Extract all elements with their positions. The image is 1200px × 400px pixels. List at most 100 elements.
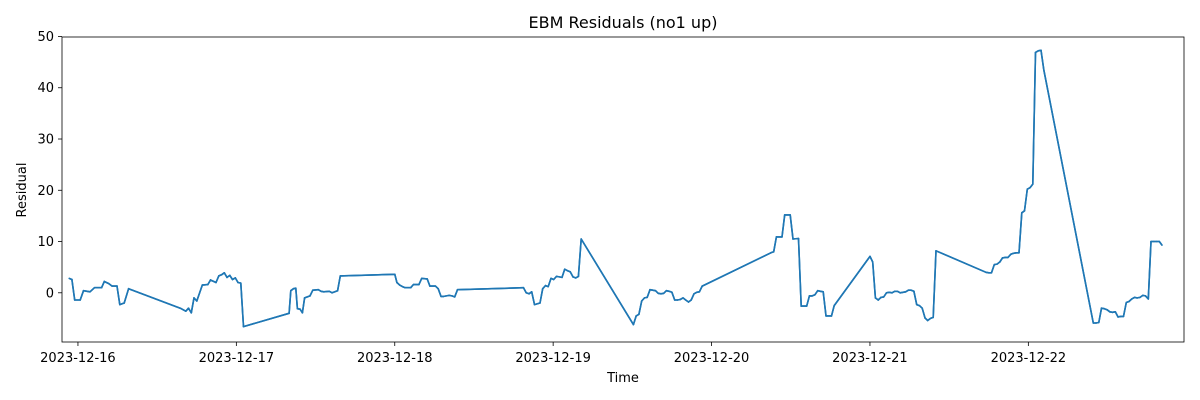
line-segment <box>442 294 451 298</box>
line-segment <box>418 277 423 286</box>
line-segment <box>990 263 996 274</box>
line-segment <box>79 289 85 301</box>
line-segment <box>223 271 228 279</box>
y-tick-label: 0 <box>46 286 54 301</box>
line-segment <box>437 287 442 298</box>
x-axis-label: Time <box>606 371 639 386</box>
line-segment <box>792 237 800 240</box>
axes-frame <box>61 36 1185 343</box>
line-segment <box>1098 307 1103 324</box>
line-segment <box>127 287 182 310</box>
line-segment <box>830 304 836 317</box>
line-segment <box>209 279 217 284</box>
line-segment <box>309 289 314 297</box>
line-segment <box>71 278 76 301</box>
y-axis-label: Residual <box>15 163 30 218</box>
line-segment <box>453 288 459 298</box>
line-segment <box>196 284 204 302</box>
x-tick-label: 2023-12-20 <box>674 351 750 366</box>
line-segment <box>1114 310 1119 318</box>
line-segment <box>580 238 635 326</box>
x-tick-label: 2023-12-18 <box>357 351 433 366</box>
line-segment <box>89 286 96 293</box>
line-segment <box>179 307 187 313</box>
line-segment <box>336 275 342 292</box>
line-segment <box>82 289 91 293</box>
line-segment <box>311 288 320 292</box>
x-tick-label: 2023-12-16 <box>40 351 116 366</box>
line-segment <box>671 291 676 301</box>
series-line <box>68 49 1163 328</box>
line-segment <box>646 288 651 299</box>
line-segment <box>393 273 398 284</box>
y-tick-label: 20 <box>37 184 54 199</box>
line-segment <box>935 250 987 274</box>
line-segment <box>456 286 525 291</box>
line-segment <box>331 289 339 294</box>
line-segment <box>522 286 528 294</box>
x-axis: 2023-12-16 2023-12-17 2023-12-18 2023-12-19… <box>40 342 1066 366</box>
line-segment <box>201 283 209 286</box>
line-segment <box>229 274 234 281</box>
plot-area <box>68 49 1163 328</box>
chart-title: EBM Residuals (no1 up) <box>529 13 718 32</box>
line-segment <box>242 312 290 328</box>
line-segment <box>215 275 220 284</box>
line-segment <box>632 315 638 326</box>
line-segment <box>1018 212 1023 254</box>
line-segment <box>772 236 778 253</box>
line-segment <box>797 237 803 307</box>
line-segment <box>301 297 306 314</box>
line-segment <box>547 277 552 288</box>
x-tick-label: 2023-12-19 <box>515 351 591 366</box>
line-segment <box>1158 240 1163 246</box>
line-segment <box>814 289 819 296</box>
line-segment <box>240 282 245 328</box>
line-segment <box>869 255 874 263</box>
line-segment <box>1122 301 1128 318</box>
x-tick-label: 2023-12-17 <box>199 351 275 366</box>
line-segment <box>207 279 212 286</box>
y-tick-label: 40 <box>37 81 54 96</box>
line-segment <box>698 285 704 293</box>
line-segment <box>103 280 110 285</box>
x-tick-label: 2023-12-22 <box>991 351 1067 366</box>
y-tick-label: 50 <box>37 30 54 45</box>
line-segment <box>555 275 563 279</box>
line-segment <box>781 214 786 238</box>
line-segment <box>1032 51 1037 185</box>
line-segment <box>533 302 541 306</box>
line-segment <box>932 250 937 319</box>
line-segment <box>805 295 811 307</box>
line-segment <box>882 291 888 298</box>
y-tick-label: 30 <box>37 133 54 148</box>
line-segment <box>921 307 926 319</box>
line-segment <box>913 290 918 306</box>
line-segment <box>822 290 827 317</box>
line-segment <box>1147 240 1152 300</box>
line-segment <box>234 277 239 284</box>
line-segment <box>426 278 431 287</box>
line-segment <box>871 261 877 299</box>
line-segment <box>294 287 299 310</box>
line-segment <box>569 270 574 278</box>
line-segment <box>1040 49 1045 71</box>
line-segment <box>577 238 583 278</box>
line-segment <box>322 290 331 293</box>
line-segment <box>190 297 195 314</box>
line-segment <box>998 257 1004 263</box>
line-segment <box>701 252 772 287</box>
line-segment <box>100 280 106 289</box>
line-segment <box>833 255 871 307</box>
x-tick-label: 2023-12-21 <box>832 351 908 366</box>
line-segment <box>420 277 429 280</box>
line-segment <box>116 285 121 306</box>
line-segment <box>288 289 292 315</box>
line-segment <box>123 287 130 304</box>
y-tick-label: 10 <box>37 235 54 250</box>
line-segment <box>789 214 794 240</box>
line-segment <box>339 273 396 277</box>
line-segment <box>638 300 643 316</box>
line-segment <box>1043 69 1095 324</box>
